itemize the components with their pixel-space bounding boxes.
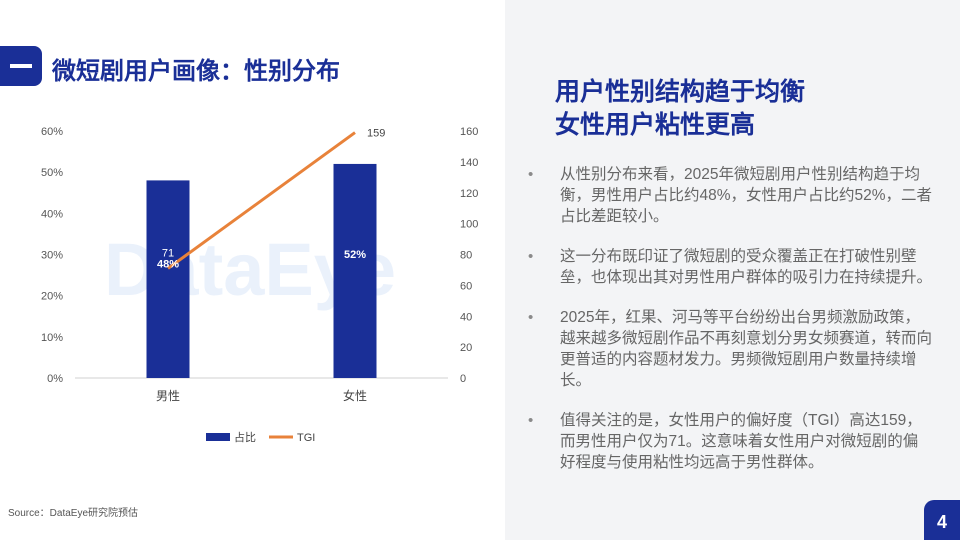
x-category-label: 男性	[156, 389, 180, 403]
tgi-line	[167, 131, 356, 270]
bar-data-label: 52%	[344, 249, 366, 261]
line-data-label: 159	[367, 128, 385, 140]
bar	[146, 180, 190, 378]
title-dash-icon	[10, 64, 32, 68]
summary-headline: 用户性别结构趋于均衡 女性用户粘性更高	[555, 76, 935, 142]
bullet-dot-icon: •	[528, 248, 534, 265]
y-right-tick-label: 80	[460, 250, 472, 262]
legend-label: 占比	[234, 430, 256, 444]
headline-line-1: 用户性别结构趋于均衡	[555, 78, 806, 106]
bullet-dot-icon: •	[528, 309, 534, 326]
y-left-tick-label: 30%	[41, 250, 63, 262]
bullet-dot-icon: •	[528, 412, 534, 429]
title-marker	[0, 46, 42, 86]
x-category-label: 女性	[343, 388, 367, 403]
y-right-tick-label: 120	[460, 188, 478, 200]
summary-panel	[505, 0, 960, 540]
y-left-tick-label: 0%	[47, 373, 63, 385]
y-right-tick-label: 40	[460, 311, 472, 323]
bullet-item: • 这一分布既印证了微短剧的受众覆盖正在打破性别壁垒，也体现出其对男性用户群体的…	[528, 246, 933, 288]
headline-line-2: 女性用户粘性更高	[555, 111, 756, 139]
y-left-tick-label: 10%	[41, 332, 63, 344]
y-left-tick-label: 60%	[41, 126, 63, 138]
y-right-tick-label: 60	[460, 280, 472, 292]
y-left-tick-label: 40%	[41, 208, 63, 220]
legend-label: TGI	[297, 432, 315, 444]
line-data-label: 71	[162, 247, 174, 259]
bullet-item: • 从性别分布来看，2025年微短剧用户性别结构趋于均衡，男性用户占比约48%，…	[528, 164, 933, 227]
bullet-item: • 2025年，红果、河马等平台纷纷出台男频激励政策，越来越多微短剧作品不再刻意…	[528, 307, 933, 391]
bullet-text: 2025年，红果、河马等平台纷纷出台男频激励政策，越来越多微短剧作品不再刻意划分…	[560, 309, 933, 389]
bar	[333, 163, 377, 378]
legend-swatch-bar	[206, 433, 230, 441]
page-number: 4	[924, 500, 960, 540]
bullet-text: 值得关注的是，女性用户的偏好度（TGI）高达159，而男性用户仅为71。这意味着…	[560, 412, 922, 471]
gender-chart: DataEye0%10%20%30%40%50%60%0204060801001…	[41, 126, 478, 444]
y-left-tick-label: 20%	[41, 291, 63, 303]
bullet-list: • 从性别分布来看，2025年微短剧用户性别结构趋于均衡，男性用户占比约48%，…	[528, 164, 933, 492]
y-right-tick-label: 20	[460, 342, 472, 354]
page-title: 微短剧用户画像：性别分布	[52, 58, 340, 85]
bullet-text: 这一分布既印证了微短剧的受众覆盖正在打破性别壁垒，也体现出其对男性用户群体的吸引…	[560, 248, 933, 286]
y-left-tick-label: 50%	[41, 167, 63, 179]
bullet-text: 从性别分布来看，2025年微短剧用户性别结构趋于均衡，男性用户占比约48%，女性…	[560, 166, 933, 225]
y-right-tick-label: 0	[460, 373, 466, 385]
y-right-tick-label: 100	[460, 219, 478, 231]
source-note: Source：DataEye研究院预估	[8, 508, 139, 519]
bar-data-label: 48%	[157, 258, 179, 270]
y-right-tick-label: 160	[460, 126, 478, 138]
y-right-tick-label: 140	[460, 157, 478, 169]
bullet-dot-icon: •	[528, 166, 534, 183]
bullet-item: • 值得关注的是，女性用户的偏好度（TGI）高达159，而男性用户仅为71。这意…	[528, 410, 933, 473]
